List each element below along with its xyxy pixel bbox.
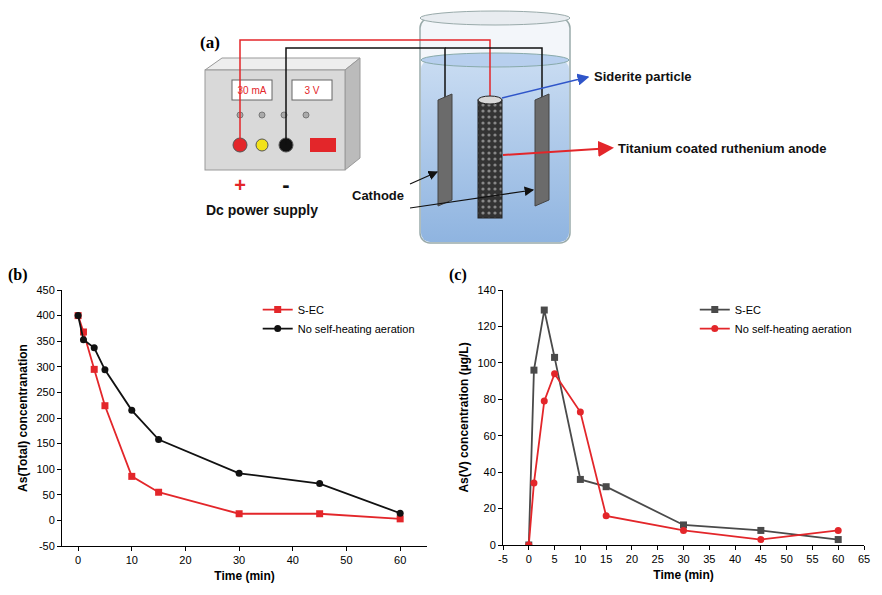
svg-text:+: + <box>234 174 246 196</box>
svg-text:350: 350 <box>36 335 54 347</box>
svg-text:50: 50 <box>340 554 352 566</box>
svg-text:0: 0 <box>490 539 496 551</box>
svg-text:80: 80 <box>484 393 496 405</box>
svg-text:-: - <box>282 172 289 197</box>
svg-text:100: 100 <box>477 357 495 369</box>
svg-text:5: 5 <box>552 553 558 565</box>
svg-text:65: 65 <box>858 553 870 565</box>
svg-text:20: 20 <box>484 502 496 514</box>
svg-text:40: 40 <box>729 553 741 565</box>
svg-text:60: 60 <box>832 553 844 565</box>
svg-text:100: 100 <box>36 463 54 475</box>
svg-text:140: 140 <box>477 284 495 296</box>
svg-text:200: 200 <box>36 412 54 424</box>
svg-text:60: 60 <box>394 554 406 566</box>
svg-text:25: 25 <box>652 553 664 565</box>
html-text:(c): (c) <box>449 266 467 283</box>
html-text:(b): (b) <box>8 266 28 283</box>
svg-text:300: 300 <box>36 361 54 373</box>
svg-text:40: 40 <box>287 554 299 566</box>
svg-text:45: 45 <box>755 553 767 565</box>
svg-text:S-EC: S-EC <box>735 304 761 316</box>
svg-text:-50: -50 <box>39 540 55 552</box>
svg-text:No self-heating aeration: No self-heating aeration <box>298 323 415 335</box>
svg-text:55: 55 <box>806 553 818 565</box>
svg-text:10: 10 <box>574 553 586 565</box>
svg-text:250: 250 <box>36 386 54 398</box>
svg-text:60: 60 <box>484 430 496 442</box>
svg-text:20: 20 <box>626 553 638 565</box>
svg-text:3 V: 3 V <box>304 85 319 96</box>
svg-text:35: 35 <box>703 553 715 565</box>
svg-text:-5: -5 <box>498 553 508 565</box>
svg-text:Cathode: Cathode <box>352 188 404 203</box>
svg-text:0: 0 <box>526 553 532 565</box>
svg-text:(a): (a) <box>200 33 220 52</box>
svg-text:30: 30 <box>233 554 245 566</box>
svg-text:As(Total) concentranation: As(Total) concentranation <box>16 344 30 492</box>
svg-text:0: 0 <box>49 514 55 526</box>
svg-text:400: 400 <box>36 309 54 321</box>
svg-text:Titanium coated ruthenium anod: Titanium coated ruthenium anode <box>618 141 827 156</box>
svg-text:120: 120 <box>477 320 495 332</box>
svg-text:10: 10 <box>126 554 138 566</box>
svg-text:As(V) concentration (µg/L): As(V) concentration (µg/L) <box>457 342 471 492</box>
svg-text:Time (min): Time (min) <box>653 568 713 582</box>
svg-text:30: 30 <box>677 553 689 565</box>
svg-text:50: 50 <box>43 489 55 501</box>
svg-text:40: 40 <box>484 466 496 478</box>
svg-text:Siderite particle: Siderite particle <box>594 69 692 84</box>
svg-text:450: 450 <box>36 284 54 296</box>
svg-text:20: 20 <box>179 554 191 566</box>
svg-text:15: 15 <box>600 553 612 565</box>
svg-text:150: 150 <box>36 437 54 449</box>
svg-text:0: 0 <box>75 554 81 566</box>
svg-text:S-EC: S-EC <box>298 304 324 316</box>
svg-text:30 mA: 30 mA <box>238 85 267 96</box>
svg-text:No self-heating aeration: No self-heating aeration <box>735 323 852 335</box>
svg-text:Dc power supply: Dc power supply <box>206 202 318 218</box>
svg-text:Time (min): Time (min) <box>214 569 274 583</box>
svg-text:50: 50 <box>781 553 793 565</box>
